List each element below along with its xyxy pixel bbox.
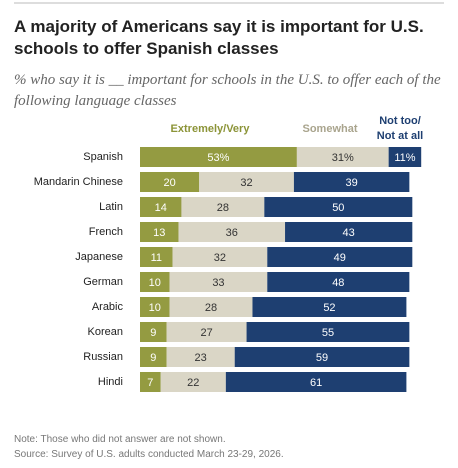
- bar-segment: [166, 347, 235, 367]
- value-label: 11: [151, 252, 162, 264]
- value-label: 28: [205, 302, 217, 314]
- category-label: Mandarin Chinese: [34, 176, 123, 188]
- bar-segment: [267, 247, 413, 267]
- category-label: Arabic: [92, 301, 124, 313]
- chart-subtitle: % who say it is __ important for schools…: [14, 72, 441, 109]
- value-label: 13: [153, 227, 165, 239]
- value-label: 53%: [207, 152, 229, 164]
- value-label: 52: [323, 302, 335, 314]
- bar-segment: [140, 197, 182, 217]
- bar-segment: [140, 147, 297, 167]
- value-label: 22: [187, 377, 199, 389]
- value-label: 9: [150, 327, 156, 339]
- value-label: 49: [334, 252, 346, 264]
- category-label: Japanese: [75, 251, 123, 263]
- bar-segment: [246, 322, 410, 342]
- category-label: Spanish: [83, 151, 123, 163]
- value-label: 31%: [332, 152, 354, 164]
- value-label: 28: [217, 202, 229, 214]
- category-label: Hindi: [98, 376, 123, 388]
- value-label: 20: [163, 177, 175, 189]
- source: Source: Survey of U.S. adults conducted …: [14, 449, 284, 460]
- value-label: 27: [200, 327, 212, 339]
- legend-label: Extremely/Very: [170, 123, 250, 135]
- value-label: 11%: [394, 152, 415, 164]
- bar-segment: [140, 372, 161, 392]
- bar-segment: [267, 272, 410, 292]
- legend-label: Somewhat: [302, 123, 358, 135]
- value-label: 61: [310, 377, 322, 389]
- bar-segment: [140, 347, 167, 367]
- value-label: 39: [346, 177, 358, 189]
- bar-segment: [140, 297, 170, 317]
- category-label: Korean: [88, 326, 123, 338]
- value-label: 14: [155, 202, 167, 214]
- bar-segment: [169, 272, 268, 292]
- value-label: 59: [316, 352, 328, 364]
- value-label: 33: [212, 277, 224, 289]
- bar-segment: [172, 247, 268, 267]
- bar-segment: [140, 172, 200, 192]
- value-label: 55: [322, 327, 334, 339]
- chart-title: A majority of Americans say it is import…: [14, 17, 424, 58]
- value-label: 50: [332, 202, 344, 214]
- value-label: 10: [149, 277, 161, 289]
- bar-segment: [388, 147, 422, 167]
- bar-segment: [199, 172, 294, 192]
- category-label: Latin: [99, 201, 123, 213]
- bar-segment: [252, 297, 407, 317]
- value-label: 23: [195, 352, 207, 364]
- value-label: 7: [147, 377, 153, 389]
- bar-segment: [140, 222, 179, 242]
- value-label: 36: [226, 227, 238, 239]
- value-label: 32: [240, 177, 252, 189]
- bar-segment: [140, 247, 173, 267]
- category-label: French: [89, 226, 123, 238]
- bar-segment: [234, 347, 410, 367]
- legend-label: Not too/ Not at all: [376, 115, 424, 142]
- value-label: 9: [150, 352, 156, 364]
- bar-segment: [166, 322, 247, 342]
- bar-segment: [178, 222, 286, 242]
- value-label: 43: [343, 227, 355, 239]
- bar-segment: [225, 372, 407, 392]
- category-label: German: [83, 276, 123, 288]
- bar-segment: [296, 147, 389, 167]
- bar-segment: [293, 172, 410, 192]
- value-label: 32: [214, 252, 226, 264]
- category-label: Russian: [83, 351, 123, 363]
- bar-segment: [264, 197, 413, 217]
- bar-segment: [140, 322, 167, 342]
- bar-segment: [169, 297, 253, 317]
- value-label: 10: [149, 302, 161, 314]
- bar-segment: [160, 372, 226, 392]
- note: Note: Those who did not answer are not s…: [14, 434, 226, 445]
- bar-segment: [285, 222, 413, 242]
- bar-segment: [181, 197, 265, 217]
- bar-segment: [140, 272, 170, 292]
- value-label: 48: [332, 277, 344, 289]
